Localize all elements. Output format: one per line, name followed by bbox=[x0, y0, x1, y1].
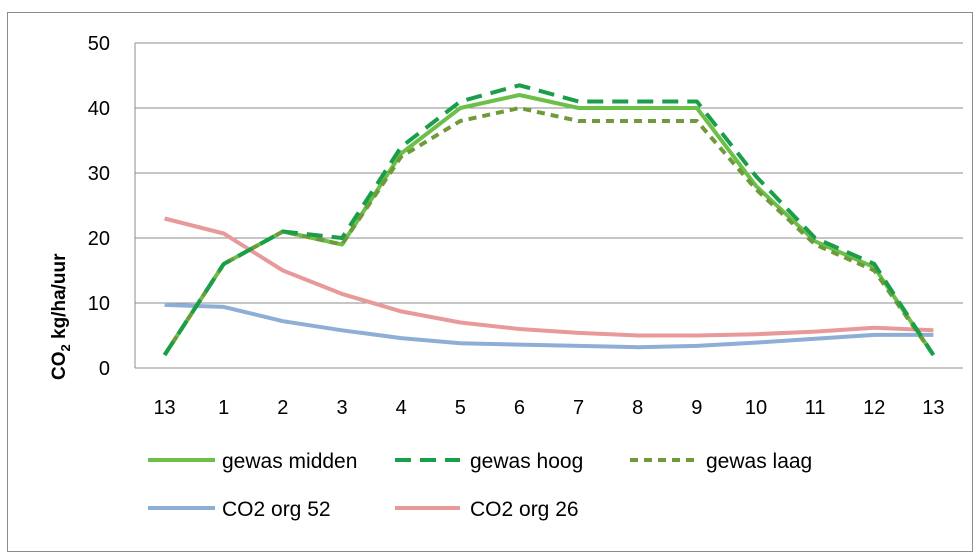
series-line-4 bbox=[164, 216, 934, 338]
x-tick-label: 9 bbox=[691, 397, 702, 419]
y-axis-label: CO2 kg/ha/uur bbox=[49, 253, 73, 380]
series-line-3 bbox=[164, 302, 934, 350]
y-tick-label: 10 bbox=[88, 293, 110, 315]
x-tick-label: 8 bbox=[632, 397, 643, 419]
x-tick-label: 13 bbox=[153, 397, 175, 419]
legend-label: gewas laag bbox=[706, 450, 812, 473]
series-line-2 bbox=[162, 106, 936, 357]
grid-lines bbox=[135, 42, 963, 304]
axes bbox=[134, 43, 963, 369]
series-line-1 bbox=[162, 83, 936, 357]
x-tick-label: 3 bbox=[336, 397, 347, 419]
legend-label: CO2 org 26 bbox=[470, 498, 579, 521]
x-tick-label: 7 bbox=[573, 397, 584, 419]
legend-label: gewas hoog bbox=[470, 450, 583, 473]
series-line-0 bbox=[162, 93, 936, 357]
y-tick-label: 40 bbox=[88, 98, 110, 120]
x-tick-label: 2 bbox=[277, 397, 288, 419]
legend-label: gewas midden bbox=[222, 450, 357, 473]
y-tick-label: 20 bbox=[88, 228, 110, 250]
x-tick-label: 6 bbox=[514, 397, 525, 419]
x-tick-label: 11 bbox=[805, 397, 826, 419]
y-tick-label: 50 bbox=[88, 33, 110, 55]
x-tick-label: 4 bbox=[396, 397, 407, 419]
x-tick-label: 10 bbox=[745, 397, 767, 419]
series-lines bbox=[162, 83, 936, 357]
x-tick-labels: 13 1 2 3 4 5 6 7 8 9 10 11 12 13 bbox=[153, 397, 944, 419]
y-tick-labels: 0 10 20 30 40 50 bbox=[88, 33, 110, 380]
x-tick-label: 13 bbox=[922, 397, 944, 419]
y-tick-label: 30 bbox=[88, 163, 110, 185]
x-tick-label: 5 bbox=[455, 397, 466, 419]
y-tick-label: 0 bbox=[99, 358, 110, 380]
x-tick-label: 12 bbox=[863, 397, 885, 419]
x-tick-label: 1 bbox=[218, 397, 229, 419]
legend: gewas midden gewas hoog gewas laag CO2 org … bbox=[148, 450, 812, 521]
legend-label: CO2 org 52 bbox=[222, 498, 331, 521]
